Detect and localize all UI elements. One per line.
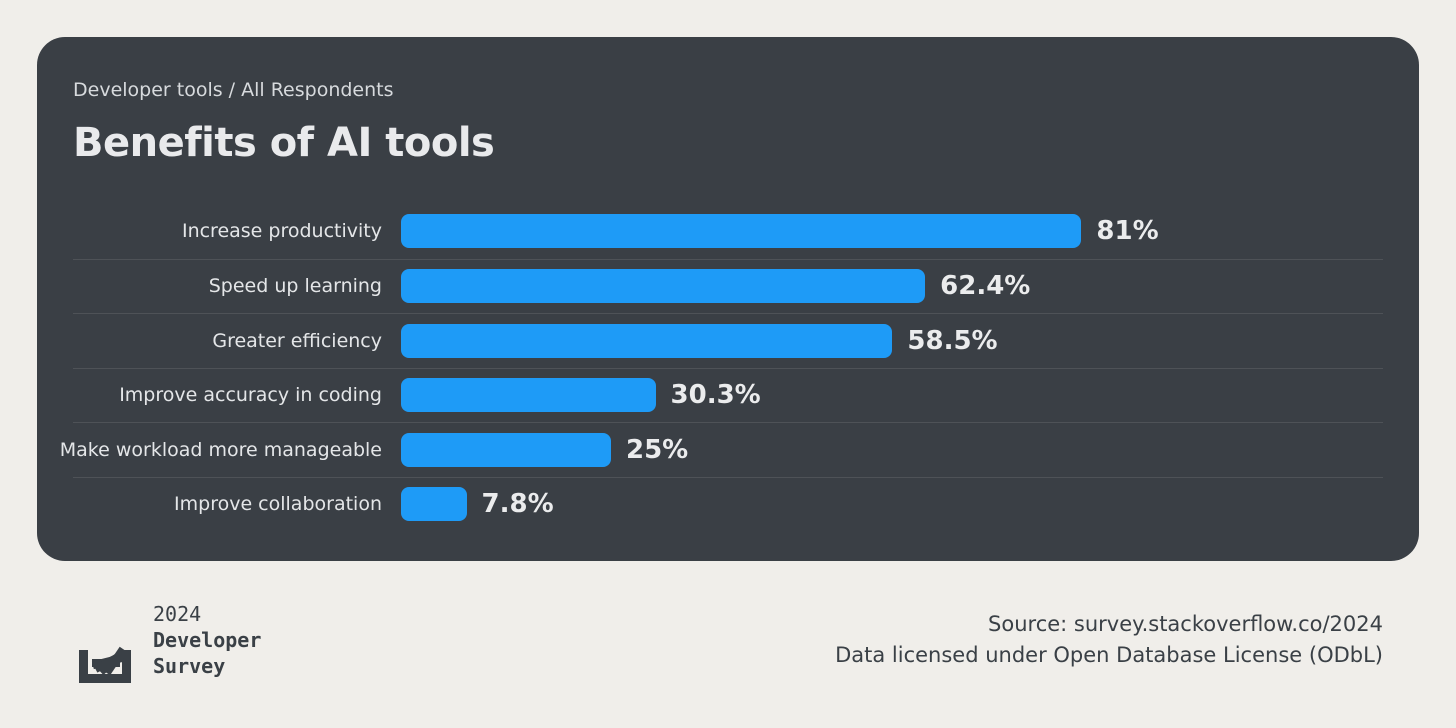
brand-survey: Survey	[153, 654, 226, 678]
value-label: 62.4%	[940, 271, 1031, 302]
chart-title: Benefits of AI tools	[73, 120, 495, 166]
chart-row: Improve accuracy in coding 30.3%	[73, 367, 1383, 423]
bar[interactable]	[401, 487, 467, 522]
bar[interactable]	[401, 432, 611, 467]
chart-card: Developer tools / All Respondents Benefi…	[37, 37, 1419, 561]
source-attribution: Source: survey.stackoverflow.co/2024 Dat…	[835, 609, 1383, 671]
bar-track: 25%	[401, 432, 1241, 467]
category-label: Improve accuracy in coding	[119, 384, 382, 407]
value-label: 30.3%	[670, 380, 761, 411]
brand-developer: Developer	[153, 628, 262, 652]
category-label: Speed up learning	[208, 275, 382, 298]
brand-text: 2024 Developer Survey	[153, 601, 261, 679]
bar-track: 58.5%	[401, 323, 1241, 358]
bar[interactable]	[401, 378, 656, 413]
source-url: Source: survey.stackoverflow.co/2024	[988, 612, 1383, 636]
category-label: Improve collaboration	[174, 493, 382, 516]
brand: 2024 Developer Survey	[75, 596, 261, 684]
bar[interactable]	[401, 214, 1082, 249]
bar-track: 62.4%	[401, 269, 1241, 304]
value-label: 58.5%	[907, 325, 998, 356]
brand-year: 2024	[153, 602, 202, 626]
chart-row: Speed up learning 62.4%	[73, 258, 1383, 314]
bar-track: 81%	[401, 214, 1241, 249]
category-label: Increase productivity	[181, 220, 382, 243]
chart-row: Increase productivity 81%	[73, 204, 1383, 259]
value-label: 81%	[1096, 216, 1159, 247]
category-label: Greater efficiency	[212, 329, 382, 352]
footer: 2024 Developer Survey Source: survey.sta…	[75, 596, 1383, 684]
stack-overflow-logo-icon	[75, 596, 141, 684]
license-note: Data licensed under Open Database Licens…	[835, 643, 1383, 667]
category-label: Make workload more manageable	[59, 438, 382, 461]
bar-track: 7.8%	[401, 487, 1241, 522]
chart-row: Improve collaboration 7.8%	[73, 476, 1383, 532]
value-label: 25%	[626, 434, 689, 465]
bar-chart: Increase productivity 81% Speed up learn…	[59, 204, 1383, 532]
bar[interactable]	[401, 323, 893, 358]
value-label: 7.8%	[481, 489, 554, 520]
chart-row: Make workload more manageable 25%	[59, 422, 1383, 477]
chart-subtitle: Developer tools / All Respondents	[73, 79, 394, 101]
chart-row: Greater efficiency 58.5%	[73, 313, 1383, 368]
bar[interactable]	[401, 269, 926, 304]
bar-track: 30.3%	[401, 378, 1241, 413]
